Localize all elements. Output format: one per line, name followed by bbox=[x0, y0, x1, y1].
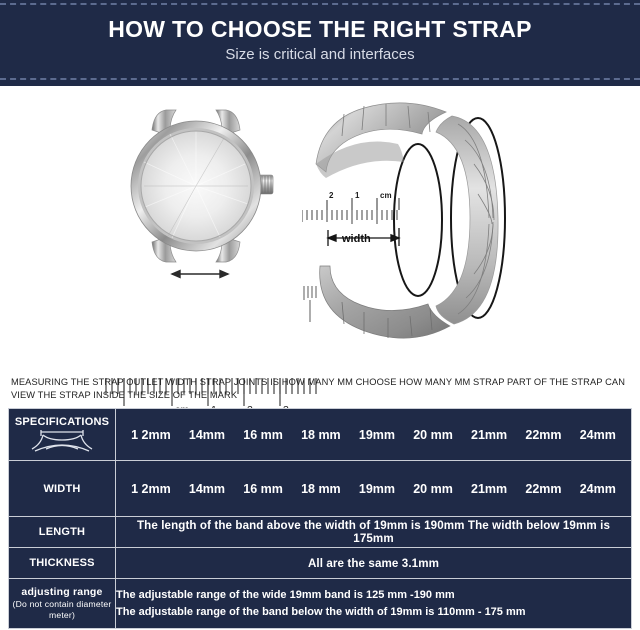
table-row: adjusting range (Do not contain diameter… bbox=[8, 578, 632, 629]
metal-bracelet-diagram: 2 1 cm width bbox=[301, 90, 542, 352]
watch-case-diagram bbox=[100, 92, 320, 322]
lug-width-arrow bbox=[170, 269, 230, 279]
row-value-thickness: All are the same 3.1mm bbox=[115, 547, 632, 579]
watch-lug-icon bbox=[31, 429, 93, 452]
size-value: 20 mm bbox=[413, 427, 453, 442]
adjust-line-2: The adjustable range of the band below t… bbox=[116, 605, 526, 618]
measuring-instructions: MEASURING THE STRAP OUTLET WIDTH STRAP J… bbox=[11, 377, 626, 400]
row-label-text: adjusting range bbox=[21, 586, 103, 598]
size-value: 20 mm bbox=[413, 481, 453, 496]
row-label-text: WIDTH bbox=[43, 482, 81, 495]
row-values-specifications: 1 2mm 14mm 16 mm 18 mm 19mm 20 mm 21mm 2… bbox=[115, 408, 632, 461]
size-list: 1 2mm 14mm 16 mm 18 mm 19mm 20 mm 21mm 2… bbox=[116, 482, 631, 496]
bracelet-ruler-label-1: 1 bbox=[355, 191, 360, 200]
page-header: HOW TO CHOOSE THE RIGHT STRAP Size is cr… bbox=[0, 0, 640, 86]
bracelet-ruler-label-cm: cm bbox=[380, 191, 392, 200]
bracelet-ruler: 2 1 cm bbox=[301, 191, 400, 224]
stray-ruler-ticks bbox=[303, 286, 317, 322]
row-label-text: SPECIFICATIONS bbox=[14, 415, 110, 428]
size-value: 24mm bbox=[579, 481, 616, 496]
size-value: 16 mm bbox=[243, 481, 283, 496]
page-subtitle: Size is critical and interfaces bbox=[225, 46, 415, 63]
bracelet-width-arrow bbox=[326, 228, 401, 246]
table-row: THICKNESS All are the same 3.1mm bbox=[8, 547, 632, 579]
page-title: HOW TO CHOOSE THE RIGHT STRAP bbox=[108, 16, 532, 42]
specifications-table: SPECIFICATIONS 1 2mm bbox=[8, 408, 632, 629]
header-dashed-divider-top bbox=[0, 3, 640, 5]
bracelet-ruler-label-2: 2 bbox=[329, 191, 334, 200]
row-label-thickness: THICKNESS bbox=[8, 547, 116, 579]
row-label-length: LENGTH bbox=[8, 516, 116, 548]
bracelet-icon: 2 1 cm width bbox=[301, 102, 506, 339]
size-value: 16 mm bbox=[243, 427, 283, 442]
size-value: 19mm bbox=[358, 481, 396, 496]
size-value: 18 mm bbox=[301, 481, 341, 496]
row-label-width: WIDTH bbox=[8, 460, 116, 517]
row-label-adjusting-range: adjusting range (Do not contain diameter… bbox=[8, 578, 116, 629]
illustration-area: cm 1 2 3 bbox=[0, 86, 640, 416]
bracelet-width-label: width bbox=[341, 233, 371, 245]
size-value: 21mm bbox=[471, 427, 508, 442]
row-value-adjusting-range: The adjustable range of the wide 19mm ba… bbox=[115, 578, 632, 629]
watch-case-icon bbox=[130, 109, 274, 279]
size-value: 1 2mm bbox=[131, 481, 171, 496]
row-label-text: LENGTH bbox=[38, 526, 86, 538]
size-value: 18 mm bbox=[301, 427, 341, 442]
size-list: 1 2mm 14mm 16 mm 18 mm 19mm 20 mm 21mm 2… bbox=[116, 428, 631, 442]
size-value: 19mm bbox=[358, 427, 396, 442]
table-row: SPECIFICATIONS 1 2mm bbox=[8, 408, 632, 461]
size-value: 24mm bbox=[579, 427, 616, 442]
size-value: 22mm bbox=[525, 427, 562, 442]
row-label-text: THICKNESS bbox=[29, 557, 95, 569]
size-value: 14mm bbox=[188, 481, 226, 496]
row-label-subtext: (Do not contain diameter meter) bbox=[12, 599, 112, 620]
table-row: WIDTH 1 2mm 14mm 16 mm 18 mm 19mm 20 mm … bbox=[8, 460, 632, 517]
size-value: 22mm bbox=[525, 481, 562, 496]
adjust-line-1: The adjustable range of the wide 19mm ba… bbox=[116, 588, 455, 601]
row-values-width: 1 2mm 14mm 16 mm 18 mm 19mm 20 mm 21mm 2… bbox=[115, 460, 632, 517]
header-dashed-divider-bottom bbox=[0, 78, 640, 80]
size-value: 1 2mm bbox=[131, 427, 171, 442]
size-value: 14mm bbox=[188, 427, 226, 442]
table-row: LENGTH The length of the band above the … bbox=[8, 516, 632, 548]
row-label-specifications: SPECIFICATIONS bbox=[8, 408, 116, 461]
row-value-length: The length of the band above the width o… bbox=[115, 516, 632, 548]
size-value: 21mm bbox=[471, 481, 508, 496]
